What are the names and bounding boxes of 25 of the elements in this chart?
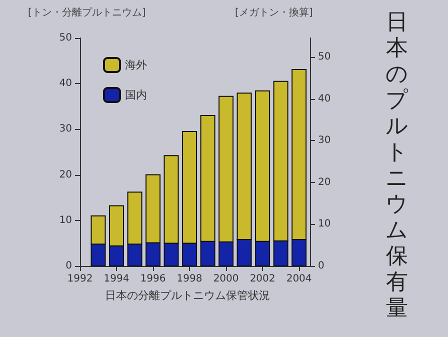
y-tick-label: 20 (59, 169, 72, 180)
y-axis-title: [トン・分離プルトニウム] (28, 6, 146, 18)
y2-tick-label: 0 (318, 260, 324, 272)
x-tick-label: 2000 (213, 274, 239, 284)
chart-title: 日本のプルトニウム保有量 (386, 10, 408, 321)
y2-tick-label: 20 (318, 176, 331, 188)
legend-label: 国内 (125, 88, 147, 102)
x-tick-label: 2002 (250, 274, 276, 284)
y2-tick-label: 50 (318, 52, 331, 63)
y-tick-label: 0 (66, 260, 72, 272)
y-tick-label: 50 (59, 32, 72, 44)
y2-tick-label: 30 (318, 135, 331, 146)
y2-tick-label: 40 (318, 93, 331, 104)
y-tick-label: 30 (59, 124, 72, 135)
text: 日本の分離プルトニウム保管状況 (105, 289, 270, 302)
x-tick-label: 1998 (176, 274, 202, 284)
y-tick-label: 10 (59, 214, 72, 226)
x-tick-label: 1994 (104, 274, 130, 284)
y2-tick-label: 10 (318, 218, 331, 230)
y-tick-label: 40 (59, 78, 72, 90)
x-tick-label: 1992 (67, 274, 93, 284)
y2-axis-title: [メガトン・換算] (235, 6, 313, 18)
x-tick-label: 2004 (286, 274, 312, 284)
legend-label: 海外 (125, 58, 147, 72)
x-tick-label: 1996 (140, 274, 166, 284)
